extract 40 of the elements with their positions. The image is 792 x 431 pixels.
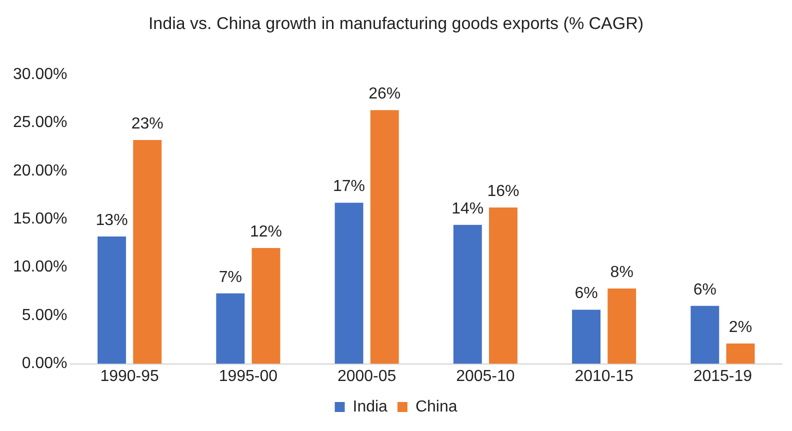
data-label: 6% — [693, 281, 716, 298]
bar — [334, 202, 364, 364]
data-label: 16% — [487, 182, 520, 200]
bar — [252, 248, 280, 364]
legend-label: India — [352, 398, 388, 416]
bar — [489, 208, 518, 364]
x-tick-label: 1995-00 — [218, 368, 278, 385]
bar — [133, 140, 162, 364]
bar — [608, 288, 636, 364]
bar — [690, 306, 720, 364]
x-tick-label: 2000-05 — [337, 368, 396, 385]
x-tick-label: 1990-95 — [100, 368, 160, 385]
y-tick-label: 25.00% — [13, 114, 68, 132]
y-tick-label: 5.00% — [22, 306, 68, 324]
y-tick-label: 10.00% — [13, 258, 68, 276]
bar — [726, 344, 755, 364]
bar — [370, 110, 399, 364]
data-label: 17% — [333, 178, 366, 196]
chart-title: India vs. China growth in manufacturing goods exports (% CAGR) — [148, 14, 644, 33]
bar — [98, 236, 126, 364]
data-label: 13% — [96, 212, 128, 229]
data-label: 14% — [452, 200, 484, 218]
bar — [572, 310, 601, 364]
bar — [453, 224, 482, 364]
data-label: 2% — [728, 318, 752, 336]
x-tick-label: 2015-19 — [693, 368, 752, 385]
y-tick-label: 20.00% — [13, 162, 68, 180]
y-tick-label: 0.00% — [22, 355, 68, 372]
x-tick-label: 2005-10 — [456, 368, 515, 385]
data-label: 23% — [131, 115, 164, 132]
data-label: 6% — [574, 285, 598, 302]
bar — [216, 293, 245, 364]
data-label: 7% — [218, 268, 242, 286]
data-label: 8% — [610, 264, 634, 281]
data-label: 12% — [250, 223, 282, 240]
data-label: 26% — [368, 86, 401, 102]
x-tick-label: 2010-15 — [574, 368, 634, 385]
y-tick-label: 15.00% — [13, 210, 68, 228]
y-tick-label: 30.00% — [13, 66, 68, 83]
legend-label: China — [415, 398, 458, 416]
